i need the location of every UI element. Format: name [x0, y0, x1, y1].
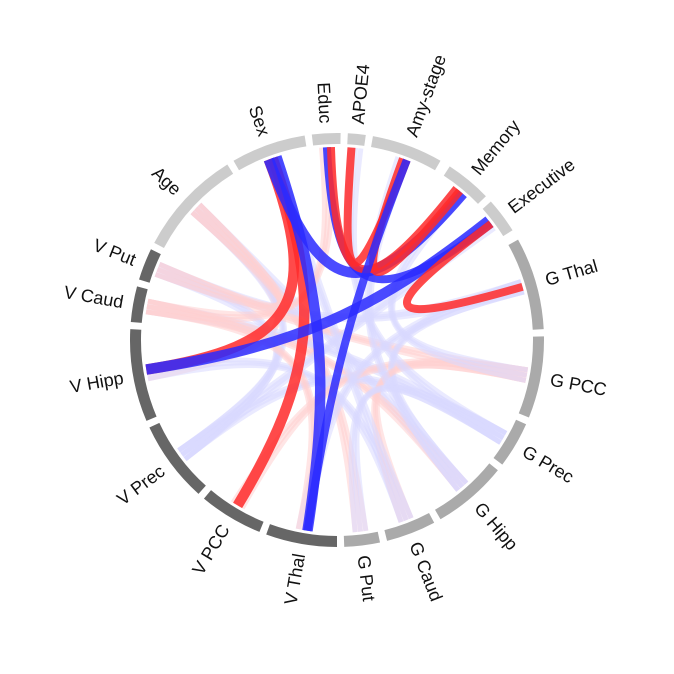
sector-arc-vhipp — [130, 329, 157, 421]
sector-arc-sex — [233, 135, 307, 171]
sector-label-educ: Educ — [314, 82, 336, 124]
sector-arc-amy — [371, 136, 441, 171]
sector-arc-apoe4 — [347, 133, 366, 146]
sector-label-gput: G Put — [354, 554, 379, 602]
sector-arc-age — [154, 164, 234, 248]
sector-label-memory: Memory — [467, 116, 524, 179]
strong-link-exec-vhipp — [145, 216, 492, 375]
strong-link-exec-gthal — [403, 220, 524, 314]
sector-arc-vprec — [149, 422, 206, 494]
sector-label-age: Age — [148, 163, 185, 199]
sector-label-vput: V Put — [90, 235, 138, 270]
sector-arc-memory — [443, 166, 486, 204]
strong-link-amy-vthal — [303, 158, 411, 532]
sector-label-apoe4: APOE4 — [348, 63, 374, 125]
sector-label-sex: Sex — [245, 103, 274, 139]
sector-arc-vcaud — [130, 286, 148, 323]
sector-label-vhipp: V Hipp — [68, 368, 125, 397]
sector-label-vcaud: V Caud — [62, 282, 125, 312]
sector-arc-vthal — [266, 524, 337, 547]
faint-link-gprec-gput — [354, 386, 502, 532]
sector-arc-gput — [343, 531, 381, 547]
sector-label-exec: Executive — [504, 154, 578, 217]
sector-arc-vpcc — [203, 490, 264, 532]
sector-arc-gpcc — [518, 336, 544, 418]
sector-arc-gprec — [493, 419, 527, 465]
sector-label-gprec: G Prec — [519, 442, 577, 488]
sector-arc-ghipp — [435, 463, 498, 520]
faint-link-age-vput — [154, 202, 283, 310]
sector-label-gthal: G Thal — [543, 256, 600, 290]
sector-arc-vput — [139, 249, 161, 283]
strong-links-layer — [145, 146, 524, 532]
sector-arc-exec — [482, 201, 513, 237]
sector-label-ghipp: G Hipp — [470, 499, 522, 555]
sector-label-gcaud: G Caud — [405, 539, 446, 604]
sector-label-gpcc: G PCC — [549, 370, 609, 400]
sector-label-vprec: V Prec — [113, 461, 168, 509]
sector-arcs-layer — [130, 133, 544, 547]
sector-label-vthal: V Thal — [280, 552, 309, 606]
sector-arc-gthal — [508, 239, 544, 330]
sector-label-vpcc: V PCC — [188, 521, 233, 578]
sector-arc-educ — [311, 133, 341, 146]
sector-arc-gcaud — [384, 513, 435, 541]
sector-label-amy: Amy-stage — [402, 52, 450, 140]
